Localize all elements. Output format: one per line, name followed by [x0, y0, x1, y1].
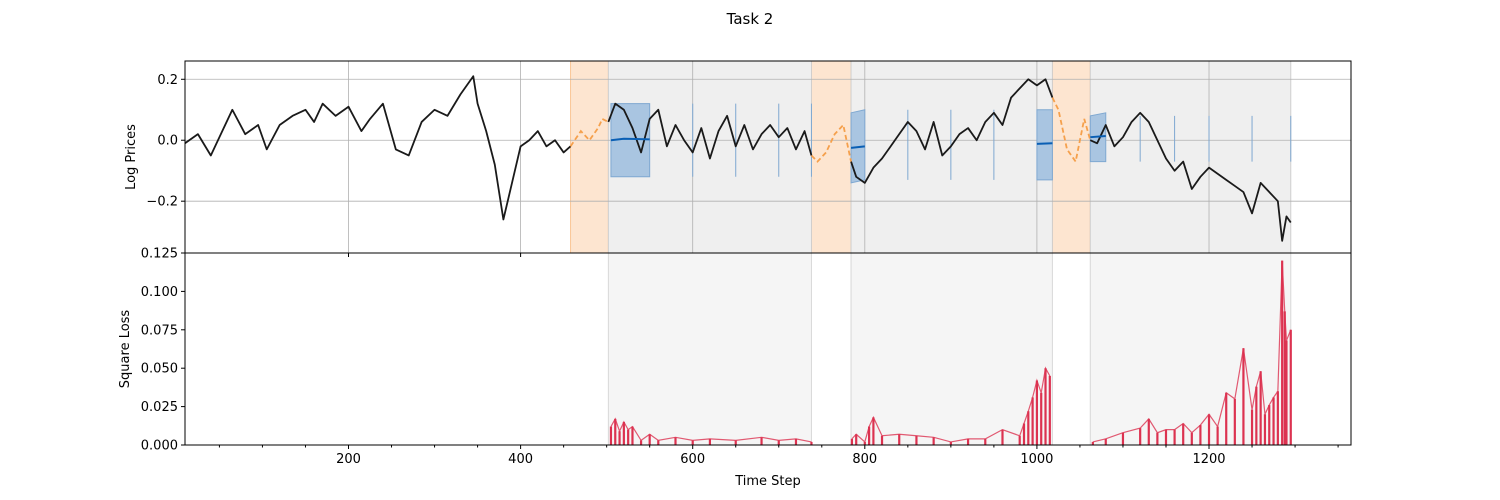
forecast-line — [850, 145, 865, 149]
y-tick-label: 0.000 — [141, 439, 178, 454]
forecast-interval-area — [1036, 109, 1053, 181]
forecast-band — [850, 60, 1053, 254]
series-lines — [184, 75, 1292, 242]
context-band — [810, 60, 852, 254]
x-axis-label: Time Step — [734, 474, 801, 489]
bottom-axes-frame — [184, 252, 1352, 446]
forecast-line — [610, 137, 650, 142]
x-axis-ticks: 200 400 600 800 1000 1200 — [218, 445, 1339, 467]
x-tick-label: 600 — [680, 452, 705, 467]
x-tick-label: 400 — [508, 452, 533, 467]
x-tick-label: 1200 — [1192, 452, 1225, 467]
context-line — [1051, 97, 1092, 164]
forecast-band — [850, 252, 1053, 446]
price-line — [1089, 111, 1292, 242]
context-band — [570, 60, 609, 254]
y-tick-label: 0.100 — [141, 285, 178, 300]
loss-line — [1092, 260, 1292, 443]
window-bands — [607, 252, 1292, 446]
forecast-band — [607, 252, 812, 446]
price-line — [184, 75, 572, 221]
y-tick-label: −0.2 — [146, 195, 178, 210]
price-line — [850, 78, 1054, 184]
forecast-line — [1036, 142, 1053, 145]
y-axis-ticks: 0.000 0.025 0.050 0.075 0.100 0.125 — [141, 247, 185, 454]
bottom-panel: 0.000 0.025 0.050 0.075 0.100 0.125 200 400 600… — [118, 247, 1352, 489]
x-tick-label: 200 — [336, 452, 361, 467]
forecast-line — [1090, 134, 1106, 139]
y-tick-label: 0.2 — [157, 73, 178, 88]
x-tick-label: 1000 — [1020, 452, 1053, 467]
context-line — [810, 123, 852, 163]
loss-line — [851, 366, 1051, 444]
loss-bars — [609, 260, 1292, 445]
y-tick-label: 0.050 — [141, 362, 178, 377]
window-bands — [570, 60, 1292, 254]
y-tick-label: 0.075 — [141, 323, 178, 338]
loss-line — [610, 417, 812, 443]
y-tick-label: 0.125 — [141, 247, 178, 262]
y-tick-label: 0.0 — [157, 134, 178, 149]
context-band — [1051, 60, 1091, 254]
forecast-band — [1089, 60, 1292, 254]
y-axis-ticks: −0.2 0.0 0.2 — [146, 73, 185, 210]
figure-title: Task 2 — [726, 10, 774, 28]
y-axis-label: Log Prices — [124, 124, 139, 190]
forecast-interval-area — [610, 103, 651, 178]
y-tick-label: 0.025 — [141, 400, 178, 415]
x-tick-label: 800 — [852, 452, 877, 467]
price-line — [607, 102, 813, 160]
context-line — [569, 117, 609, 147]
top-panel: −0.2 0.0 0.2 Log Prices — [124, 60, 1352, 257]
y-axis-label: Square Loss — [118, 310, 133, 389]
